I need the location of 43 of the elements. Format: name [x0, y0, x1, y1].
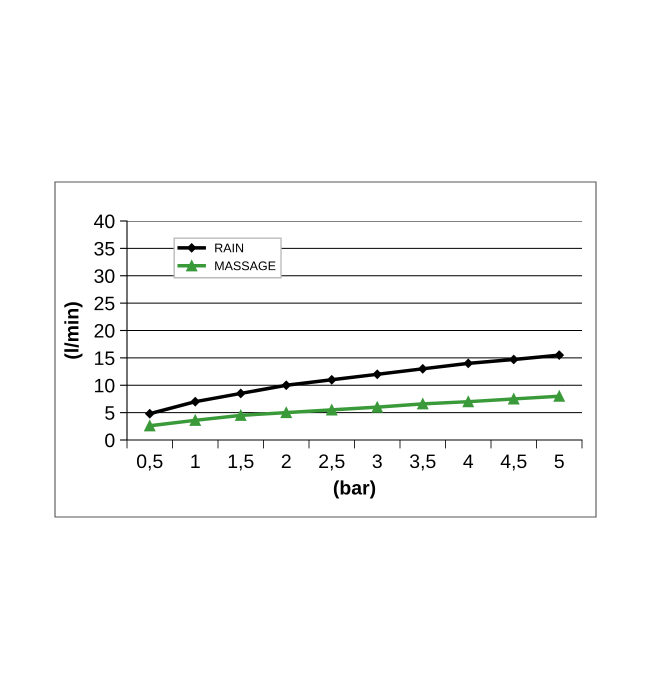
x-tick-label: 4	[463, 454, 474, 468]
y-axis-title: (l/min)	[64, 302, 82, 359]
x-tick-label: 3,5	[410, 454, 436, 470]
y-tick-label: 20	[94, 324, 114, 338]
point	[144, 420, 156, 432]
y-tick-label: 40	[94, 214, 114, 228]
x-tick-label: 1	[191, 454, 200, 468]
y-tick-label: 5	[105, 406, 114, 420]
y-tick-label: 0	[105, 433, 114, 448]
x-tick-label: 1,5	[228, 454, 254, 470]
y-tick-label: 15	[95, 352, 114, 366]
point	[372, 370, 382, 379]
x-tick-label: 0,5	[136, 454, 162, 470]
x-tick-label: 5	[554, 454, 564, 468]
point	[190, 397, 200, 406]
x-tick-label: 2,5	[319, 454, 344, 470]
legend-label: RAIN	[215, 244, 244, 252]
x-axis-title: (bar)	[334, 480, 376, 498]
point	[554, 350, 564, 360]
point	[462, 396, 474, 408]
point	[235, 410, 246, 421]
point	[464, 358, 473, 368]
point	[554, 390, 565, 402]
point	[236, 388, 246, 398]
x-tick-label: 2	[282, 454, 291, 468]
point	[509, 354, 518, 364]
y-tick-label: 30	[94, 269, 114, 283]
y-tick-label: 35	[94, 242, 114, 256]
point	[190, 414, 201, 426]
point	[372, 402, 383, 413]
point	[327, 375, 336, 384]
point	[418, 364, 428, 374]
point	[145, 409, 154, 418]
point	[280, 407, 292, 418]
point	[417, 398, 428, 410]
legend-label: MASSAGE	[215, 261, 276, 270]
y-tick-label: 25	[94, 296, 114, 310]
y-tick-label: 10	[95, 378, 114, 392]
x-tick-label: 3	[372, 454, 382, 468]
point	[326, 404, 338, 416]
point	[282, 380, 291, 390]
x-tick-label: 4,5	[500, 454, 526, 470]
point	[508, 393, 520, 404]
